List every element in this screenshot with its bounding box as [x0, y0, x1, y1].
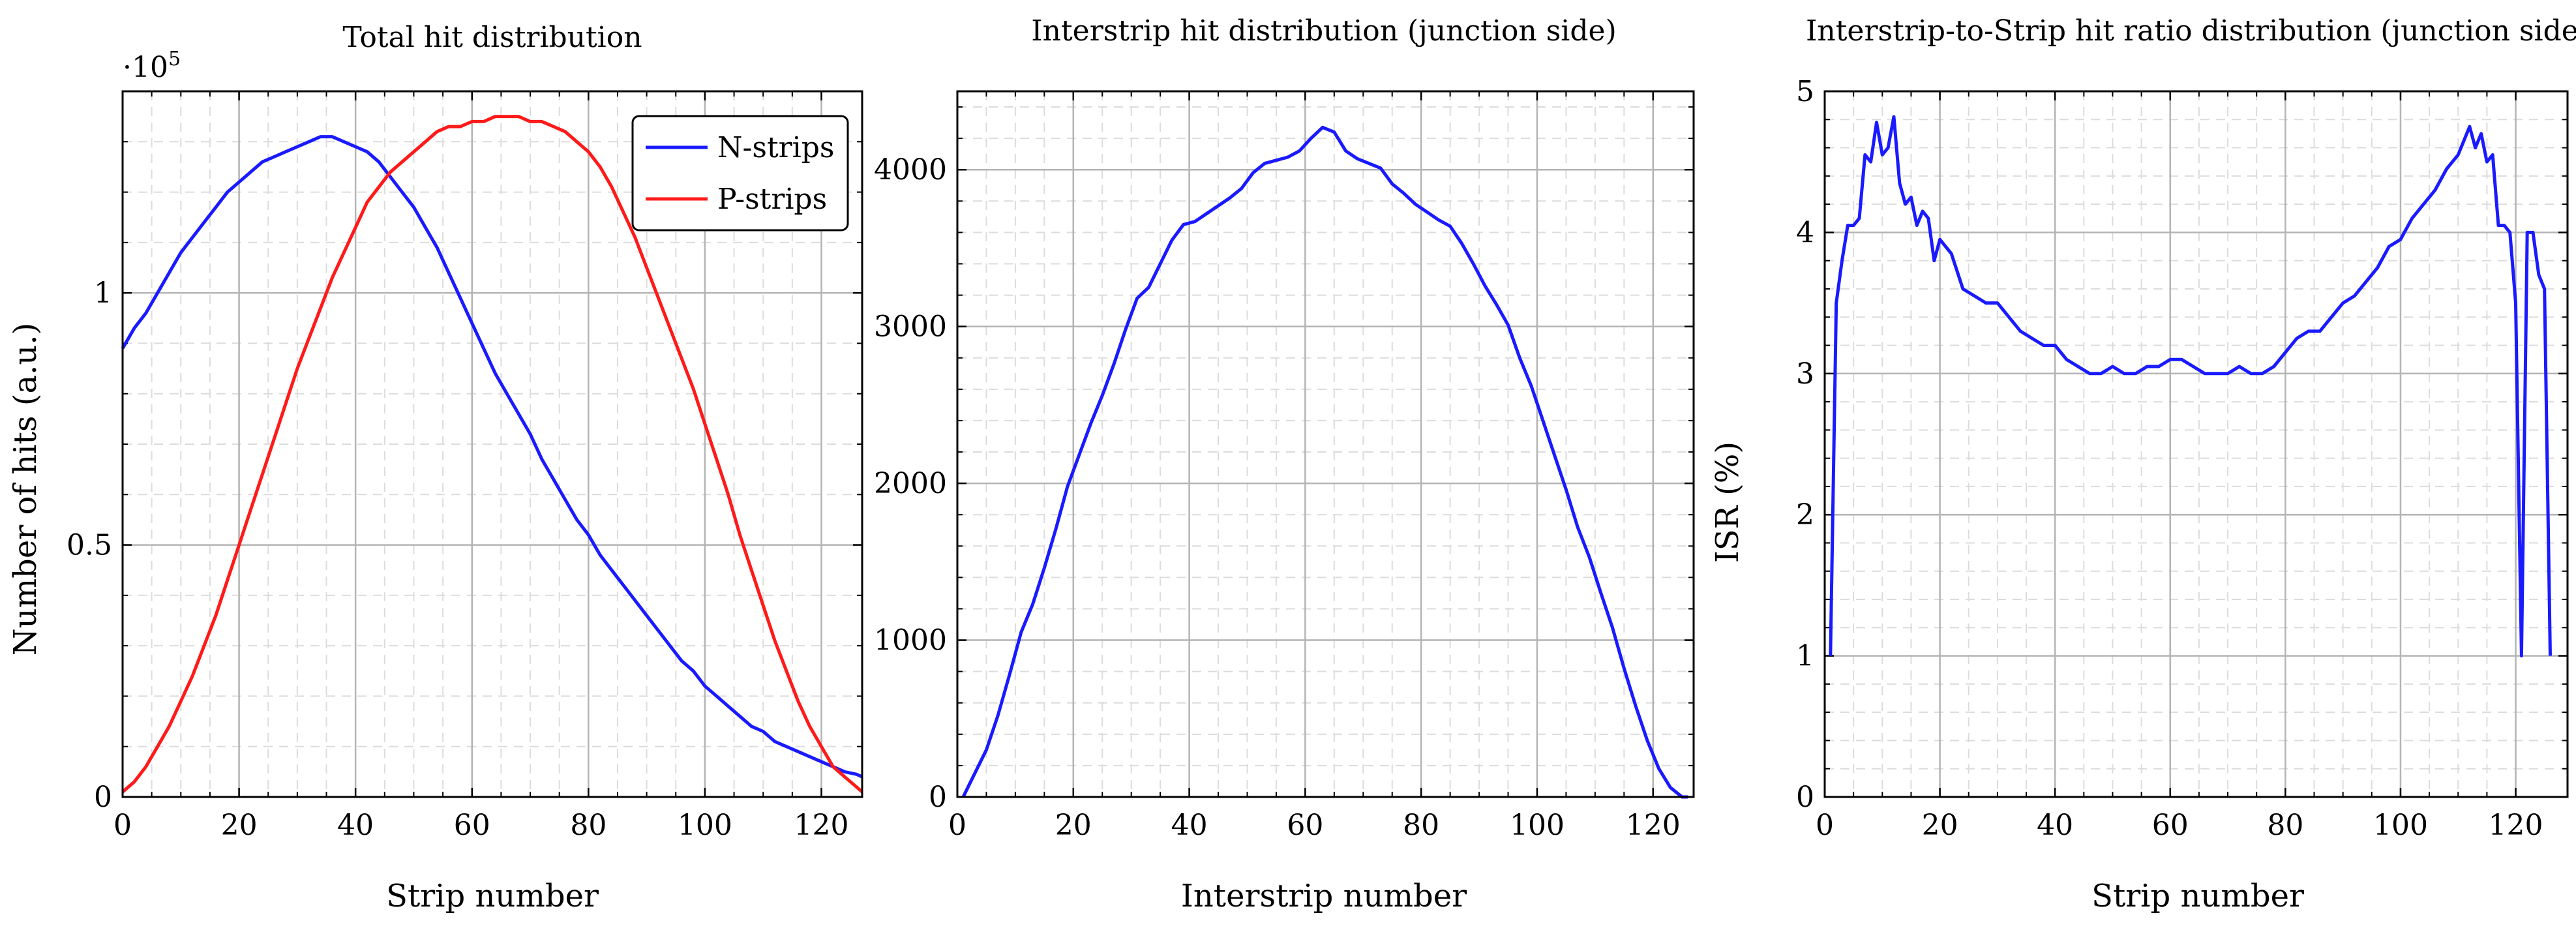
y-tick-label: 4000 [874, 153, 947, 187]
y-tick-label: 3000 [874, 310, 947, 344]
series-line-isr [1829, 115, 2552, 658]
plot-area-isr: 0 20 40 60 80 100 120 0 1 2 3 4 5 [1796, 75, 2569, 842]
x-tick-label: 120 [2489, 809, 2543, 842]
x-tick-label: 100 [2373, 809, 2428, 842]
panel-interstrip-hits: Interstrip hit distribution (junction si… [874, 14, 1695, 914]
x-tick-label: 0 [1816, 809, 1834, 842]
y-tick-label: 1 [1796, 640, 1814, 673]
x-tick-label: 120 [794, 809, 849, 842]
plot-area-total-hits: 0 20 40 60 80 100 120 0 0.5 1 [67, 90, 863, 842]
x-axis-label-strip-number: Strip number [386, 878, 599, 914]
x-tick-label: 40 [337, 809, 374, 842]
x-tick-label: 100 [678, 809, 732, 842]
x-axis-label-interstrip-number: Interstrip number [1181, 878, 1467, 914]
plot-area-interstrip-hits: 0 20 40 60 80 100 120 0 1000 2000 3000 4000 [874, 90, 1695, 842]
y-tick-label: 5 [1796, 75, 1814, 108]
panel-isr: Interstrip-to-Strip hit ratio distributi… [1709, 14, 2576, 914]
x-tick-label: 60 [1287, 809, 1323, 842]
y-tick-label: 0 [929, 781, 947, 814]
chart-title-isr: Interstrip-to-Strip hit ratio distributi… [1806, 14, 2576, 48]
panel-total-hits: Total hit distribution ·105 Strip number… [7, 21, 863, 914]
plot-frame [1823, 90, 2569, 798]
legend: N-strips P-strips [631, 115, 849, 232]
y-multiplier-label: ·105 [123, 48, 181, 84]
x-tick-label: 40 [2037, 809, 2073, 842]
x-tick-label: 80 [570, 809, 607, 842]
x-tick-label: 0 [113, 809, 132, 842]
x-tick-label: 120 [1626, 809, 1681, 842]
plot-frame [121, 90, 863, 798]
y-tick-label: 0.5 [67, 529, 112, 562]
y-tick-label: 2000 [874, 467, 947, 500]
series-line-interstrip-hits [961, 125, 1688, 799]
plot-frame [956, 90, 1695, 798]
y-tick-label: 4 [1796, 216, 1814, 249]
y-tick-label: 2 [1796, 498, 1814, 532]
legend-box [631, 115, 849, 232]
y-tick-label: 0 [1796, 781, 1814, 814]
legend-label-n-strips: N-strips [717, 131, 834, 164]
y-tick-label: 0 [94, 781, 112, 814]
x-tick-label: 20 [1055, 809, 1092, 842]
legend-label-p-strips: P-strips [717, 183, 827, 216]
y-tick-label: 1 [94, 277, 112, 310]
y-tick-label: 3 [1796, 357, 1814, 391]
x-tick-label: 20 [221, 809, 258, 842]
x-tick-label: 0 [948, 809, 966, 842]
y-tick-label: 1000 [874, 624, 947, 657]
y-axis-label-isr: ISR (%) [1709, 442, 1746, 563]
x-tick-label: 100 [1510, 809, 1565, 842]
series-line-n-strips [121, 135, 863, 779]
x-tick-label: 40 [1171, 809, 1208, 842]
chart-title-interstrip-hits: Interstrip hit distribution (junction si… [1031, 14, 1616, 48]
x-tick-label: 20 [1922, 809, 1958, 842]
x-axis-label-strip-number-isr: Strip number [2091, 878, 2304, 914]
x-tick-label: 60 [2152, 809, 2189, 842]
x-tick-label: 80 [1403, 809, 1439, 842]
x-tick-label: 80 [2267, 809, 2303, 842]
series-line-p-strips [121, 115, 863, 794]
x-tick-label: 60 [454, 809, 490, 842]
y-axis-label-number-of-hits: Number of hits (a.u.) [7, 323, 44, 656]
chart-title-total-hits: Total hit distribution [342, 21, 642, 54]
y-multiplier-exponent: 5 [168, 48, 181, 70]
